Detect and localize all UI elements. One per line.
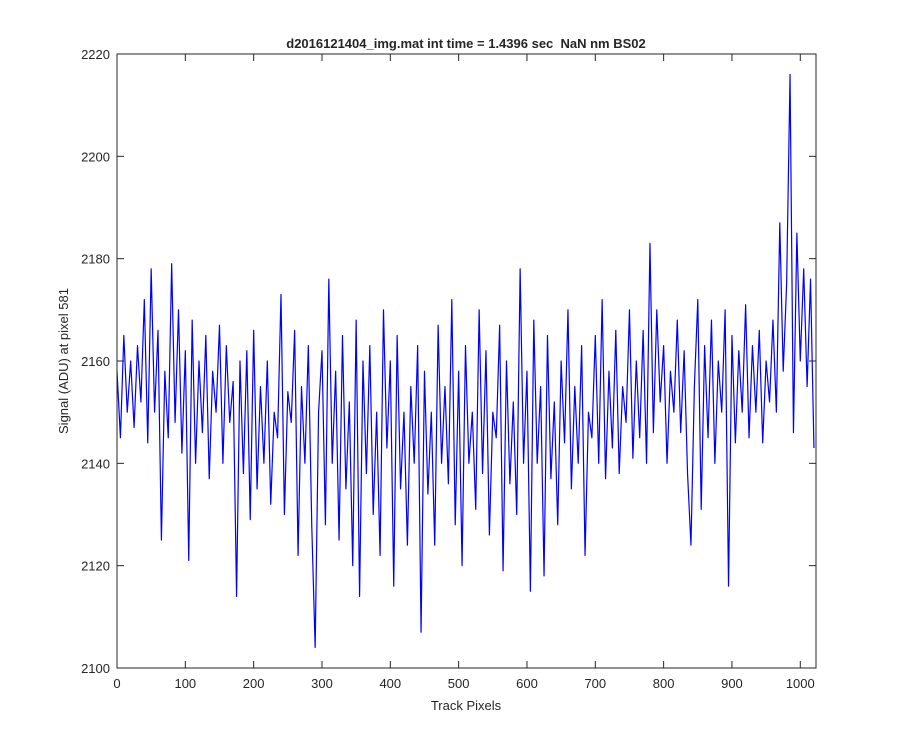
- x-tick-label: 800: [653, 676, 675, 691]
- x-axis-label: Track Pixels: [431, 698, 502, 713]
- chart-title: d2016121404_img.mat int time = 1.4396 se…: [286, 36, 646, 51]
- x-tick-label: 700: [584, 676, 606, 691]
- x-tick-label: 100: [174, 676, 196, 691]
- y-tick-label: 2100: [81, 661, 110, 676]
- y-tick-label: 2120: [81, 559, 110, 574]
- y-tick-label: 2220: [81, 47, 110, 62]
- y-tick-label: 2160: [81, 354, 110, 369]
- x-tick-label: 500: [448, 676, 470, 691]
- y-tick-label: 2180: [81, 252, 110, 267]
- x-tick-label: 200: [243, 676, 265, 691]
- x-tick-label: 0: [113, 676, 120, 691]
- y-tick-label: 2200: [81, 149, 110, 164]
- x-tick-label: 300: [311, 676, 333, 691]
- x-tick-label: 400: [379, 676, 401, 691]
- y-tick-label: 2140: [81, 456, 110, 471]
- data-line: [116, 73, 815, 649]
- x-tick-label: 900: [721, 676, 743, 691]
- y-axis-label: Signal (ADU) at pixel 581: [56, 288, 71, 434]
- x-tick-label: 1000: [786, 676, 815, 691]
- x-tick-label: 600: [516, 676, 538, 691]
